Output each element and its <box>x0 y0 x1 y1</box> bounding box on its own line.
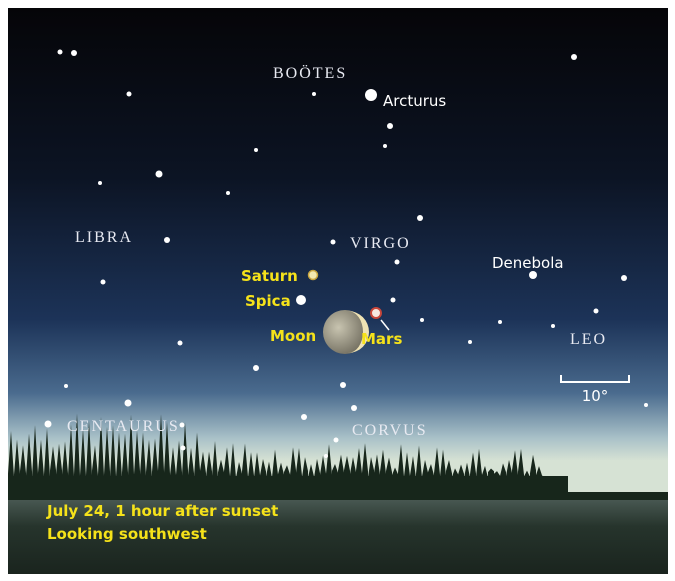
star <box>498 320 502 324</box>
constellation-label: BOÖTES <box>273 64 347 82</box>
star <box>383 144 387 148</box>
sky-chart: BOÖTES LIBRA VIRGO LEO CENTAURUS CORVUS … <box>0 0 675 581</box>
star <box>98 181 102 185</box>
object-label: Denebola <box>492 254 564 272</box>
object-label: Moon <box>270 327 316 345</box>
star <box>420 318 424 322</box>
shore <box>8 476 568 500</box>
star <box>334 438 339 443</box>
object-label: Mars <box>361 330 402 348</box>
star <box>164 237 170 243</box>
star <box>58 50 63 55</box>
star <box>253 365 259 371</box>
star <box>351 405 357 411</box>
star <box>391 298 396 303</box>
star <box>571 54 577 60</box>
star <box>395 260 400 265</box>
star <box>340 382 346 388</box>
star <box>551 324 555 328</box>
star <box>181 446 186 451</box>
mars <box>371 308 381 318</box>
star <box>127 92 132 97</box>
object-label: Spica <box>245 292 291 310</box>
object-label: Saturn <box>241 267 298 285</box>
star <box>101 280 106 285</box>
star <box>644 403 648 407</box>
denebola-star <box>529 271 537 279</box>
constellation-label: LEO <box>570 331 607 348</box>
star <box>417 215 423 221</box>
star <box>621 275 627 281</box>
star <box>301 414 307 420</box>
star <box>331 240 336 245</box>
caption: Looking southwest <box>47 525 207 543</box>
star <box>226 191 230 195</box>
star <box>468 340 472 344</box>
star <box>594 309 599 314</box>
star <box>71 50 77 56</box>
constellation-label: VIRGO <box>350 235 411 252</box>
star <box>180 423 185 428</box>
star <box>45 421 52 428</box>
star <box>125 400 132 407</box>
star <box>178 341 183 346</box>
constellation-label: CENTAURUS <box>67 418 180 435</box>
arcturus-star <box>365 89 377 101</box>
spica-star <box>296 295 306 305</box>
star <box>324 454 328 458</box>
saturn <box>309 271 318 280</box>
star <box>312 92 316 96</box>
star <box>387 123 393 129</box>
star <box>156 171 163 178</box>
object-label: Arcturus <box>383 92 446 110</box>
scale-label: 10° <box>582 387 609 405</box>
constellation-label: LIBRA <box>75 229 133 246</box>
caption: July 24, 1 hour after sunset <box>46 502 278 520</box>
constellation-label: CORVUS <box>352 422 428 439</box>
star <box>254 148 258 152</box>
star <box>64 384 68 388</box>
